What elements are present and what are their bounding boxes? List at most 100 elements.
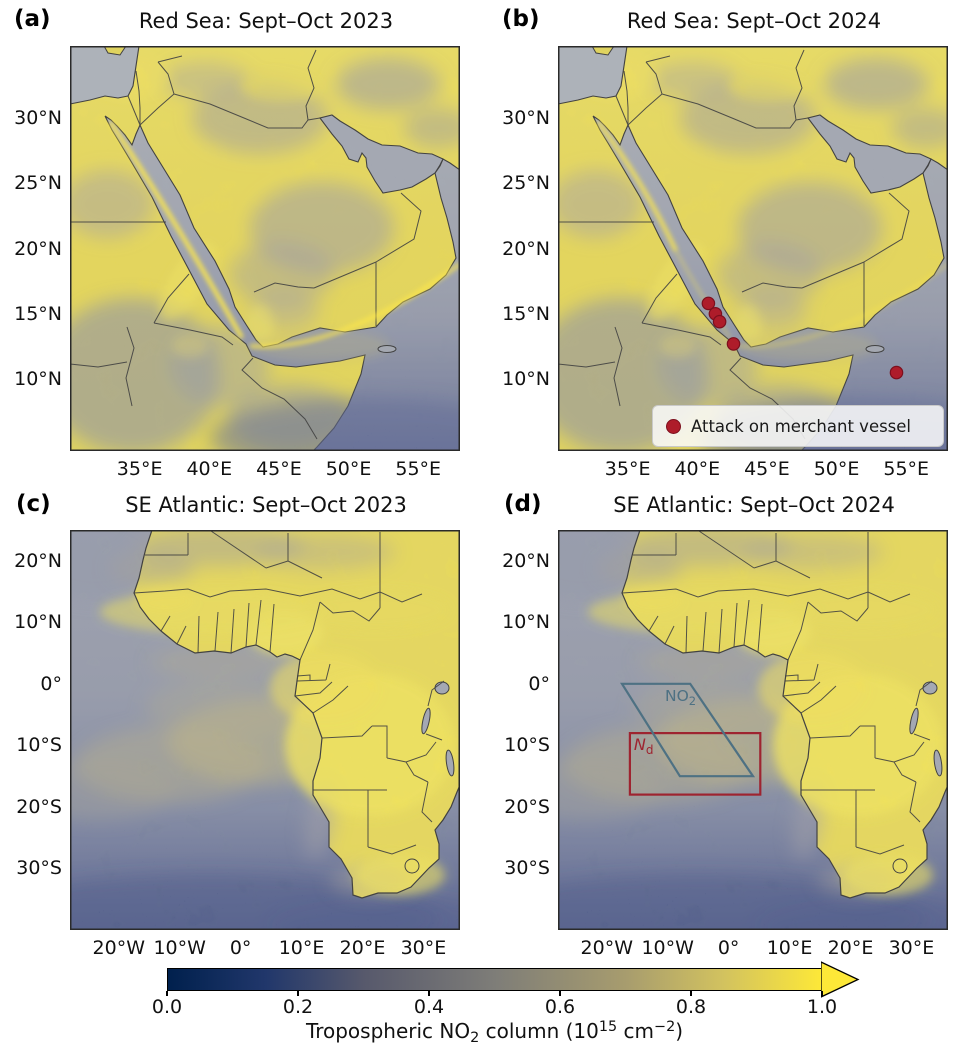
panel-a-xtick-3: 50°E bbox=[325, 458, 372, 480]
colorbar-label-text: ) bbox=[675, 1019, 684, 1044]
panel-a-letter: (a) bbox=[14, 6, 51, 32]
colorbar-tickmark-2 bbox=[428, 991, 430, 996]
panel-d-title: SE Atlantic: Sept–Oct 2024 bbox=[613, 493, 895, 517]
attack-legend: Attack on merchant vessel bbox=[652, 405, 944, 447]
panel-b-xtick-1: 40°E bbox=[674, 458, 721, 480]
map-frame bbox=[70, 530, 460, 930]
attack-dot-4 bbox=[889, 365, 904, 380]
shipping-lane-red-sea bbox=[108, 120, 244, 340]
panel-b-ytick-0: 30°N bbox=[502, 106, 550, 129]
panel-a-xtick-2: 45°E bbox=[256, 458, 302, 480]
nd-region-box bbox=[628, 732, 762, 796]
colorbar-extend-arrow bbox=[821, 961, 860, 998]
panel-a-ytick-4: 10°N bbox=[14, 368, 62, 391]
map-artwork bbox=[70, 46, 460, 451]
panel-c-title: SE Atlantic: Sept–Oct 2023 bbox=[125, 493, 407, 517]
no2-region-box bbox=[620, 682, 756, 778]
panel-b-xtick-2: 45°E bbox=[744, 458, 790, 480]
colorbar-label-text: Tropospheric NO bbox=[305, 1019, 471, 1044]
map-frame bbox=[558, 530, 948, 930]
shipping-lane-gulf-of-aden-faint bbox=[737, 262, 948, 349]
panel-d-ytick-2: 0° bbox=[528, 672, 550, 695]
attack-dot-2 bbox=[712, 314, 727, 329]
panel-d-xtick-3: 10°E bbox=[766, 937, 813, 959]
panel-a-xtick-0: 35°E bbox=[116, 458, 163, 480]
colorbar-label-text: cm bbox=[617, 1019, 655, 1044]
panel-c-xtick-2: 0° bbox=[229, 937, 252, 959]
shipping-lane-gulf-of-aden bbox=[249, 262, 460, 349]
panel-c-map bbox=[70, 530, 460, 930]
panel-d-ytick-0: 20°N bbox=[502, 549, 550, 572]
colorbar-label-sub: 2 bbox=[470, 1029, 480, 1046]
map-artwork bbox=[558, 46, 948, 451]
panel-b-ytick-3: 15°N bbox=[502, 302, 550, 325]
colorbar-ticklabel-3: 0.6 bbox=[544, 996, 576, 1018]
colorbar-tickmark-4 bbox=[690, 991, 692, 996]
panel-a-xtick-1: 40°E bbox=[186, 458, 233, 480]
colorbar-ticklabel-4: 0.8 bbox=[675, 996, 707, 1018]
panel-d-xtick-0: 20°W bbox=[580, 937, 633, 959]
panel-d-xtick-1: 10°W bbox=[641, 937, 694, 959]
colorbar-tickmark-1 bbox=[297, 991, 299, 996]
colorbar-ticklabel-2: 0.4 bbox=[413, 996, 445, 1018]
attack-dots-layer bbox=[701, 296, 904, 380]
panel-b-ytick-4: 10°N bbox=[502, 368, 550, 391]
colorbar-label-sup: 15 bbox=[598, 1019, 618, 1035]
panel-c-ytick-0: 20°N bbox=[14, 549, 62, 572]
attack-marker-icon bbox=[666, 418, 681, 434]
panel-c-ytick-4: 20°S bbox=[16, 795, 62, 818]
panel-a-ytick-2: 20°N bbox=[14, 237, 62, 260]
panel-b-title: Red Sea: Sept–Oct 2024 bbox=[626, 9, 882, 33]
panel-b-ytick-2: 20°N bbox=[502, 237, 550, 260]
panel-b-letter: (b) bbox=[502, 6, 540, 32]
panel-c-xtick-1: 10°W bbox=[153, 937, 206, 959]
panel-b-ytick-1: 25°N bbox=[502, 172, 550, 195]
panel-c-ytick-1: 10°N bbox=[14, 611, 62, 634]
panel-d-xtick-2: 0° bbox=[717, 937, 740, 959]
panel-a-ytick-1: 25°N bbox=[14, 172, 62, 195]
panel-d-xtick-5: 30°E bbox=[888, 937, 935, 959]
map-artwork bbox=[558, 530, 948, 930]
panel-c-xtick-4: 20°E bbox=[339, 937, 386, 959]
panel-c-ytick-5: 30°S bbox=[16, 857, 62, 880]
colorbar-label-text: column (10 bbox=[479, 1019, 599, 1044]
panel-b-xtick-3: 50°E bbox=[813, 458, 860, 480]
panel-c-letter: (c) bbox=[16, 491, 51, 517]
colorbar-ticklabel-1: 0.2 bbox=[282, 996, 314, 1018]
map-frame bbox=[70, 46, 460, 451]
panel-c-xtick-3: 10°E bbox=[278, 937, 325, 959]
colorbar-gradient bbox=[167, 968, 822, 991]
map-artwork bbox=[70, 530, 460, 930]
colorbar-ticklabel-5: 1.0 bbox=[806, 996, 838, 1018]
attack-dot-3 bbox=[726, 337, 741, 351]
panel-a-xtick-4: 55°E bbox=[395, 458, 442, 480]
colorbar-label: Tropospheric NO2 column (1015 cm−2) bbox=[167, 1019, 822, 1046]
panel-c-xtick-5: 30°E bbox=[400, 937, 447, 959]
panel-c-ytick-2: 0° bbox=[40, 672, 62, 695]
panel-d-ytick-4: 20°S bbox=[504, 795, 550, 818]
colorbar-ticklabel-0: 0.0 bbox=[151, 996, 183, 1018]
panel-b-xtick-4: 55°E bbox=[883, 458, 930, 480]
panel-d-xtick-4: 20°E bbox=[827, 937, 874, 959]
shipping-lane-red-sea-north bbox=[596, 120, 679, 252]
panel-d-ytick-5: 30°S bbox=[504, 857, 550, 880]
panel-a-map bbox=[70, 46, 460, 451]
colorbar-tickmark-3 bbox=[559, 991, 561, 996]
panel-a-title: Red Sea: Sept–Oct 2023 bbox=[138, 9, 394, 33]
panel-b-xtick-0: 35°E bbox=[604, 458, 651, 480]
panel-d-ytick-1: 10°N bbox=[502, 611, 550, 634]
colorbar-tickmark-5 bbox=[821, 991, 823, 996]
panel-d-letter: (d) bbox=[504, 491, 542, 517]
panel-b-map bbox=[558, 46, 948, 451]
attack-legend-label: Attack on merchant vessel bbox=[691, 416, 912, 436]
panel-c-ytick-3: 10°S bbox=[16, 734, 62, 757]
colorbar-label-sup: −2 bbox=[654, 1019, 676, 1035]
colorbar-tickmark-0 bbox=[166, 991, 168, 996]
attack-dot-0 bbox=[701, 296, 716, 311]
map-frame bbox=[558, 46, 948, 451]
panel-a-ytick-0: 30°N bbox=[14, 106, 62, 129]
panel-a-ytick-3: 15°N bbox=[14, 302, 62, 325]
